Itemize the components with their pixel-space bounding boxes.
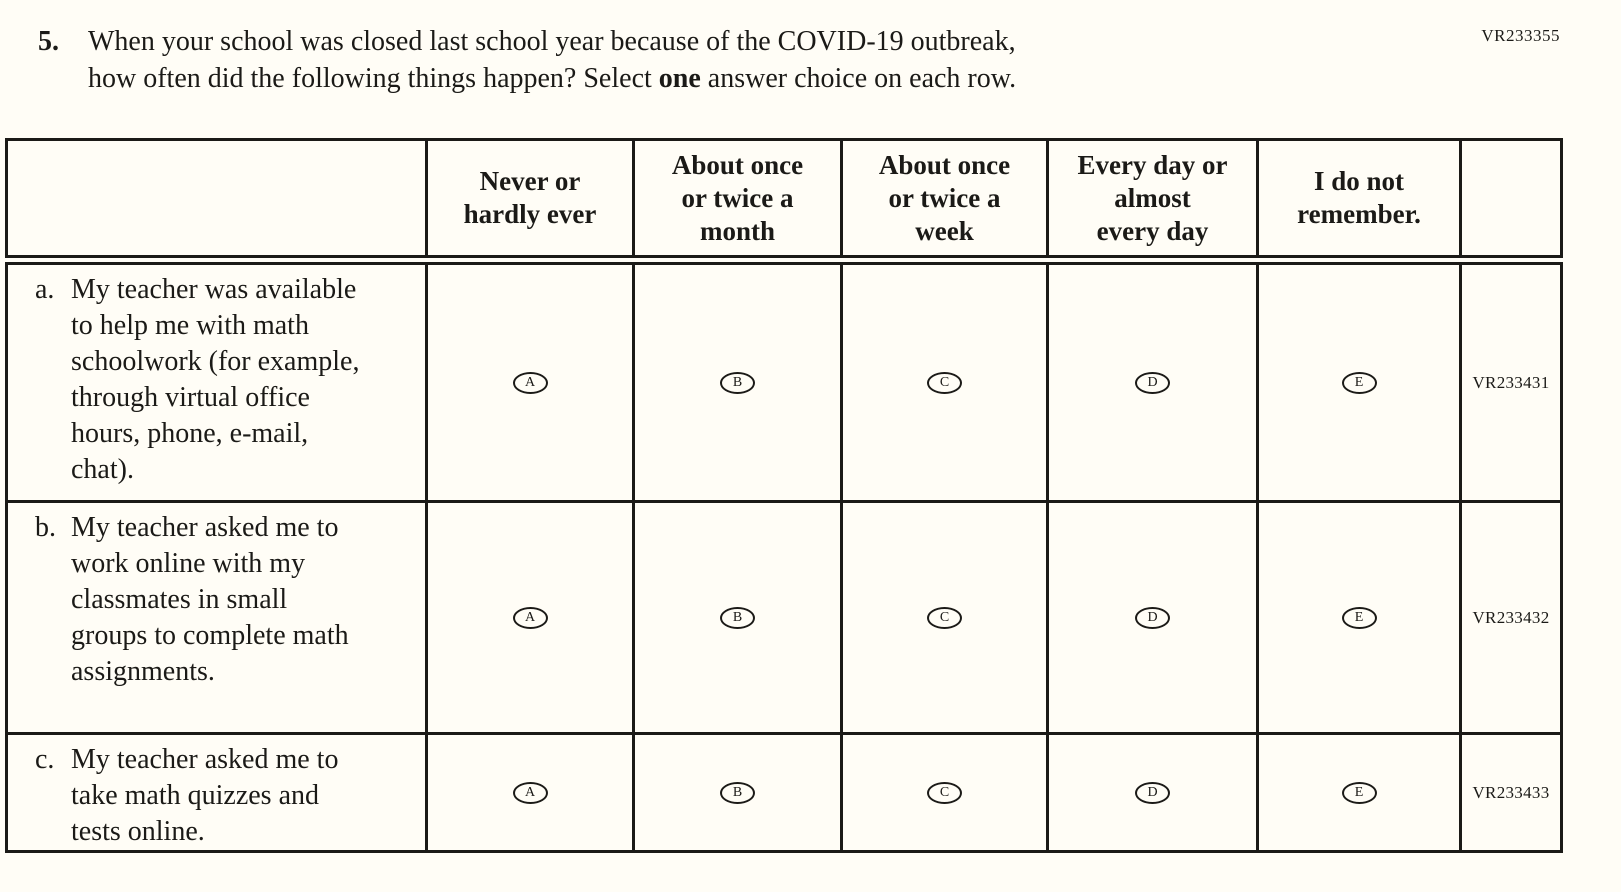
header-row: Never or hardly ever About once or twice… (5, 138, 1563, 265)
answer-bubble-e[interactable]: E (1341, 606, 1377, 629)
row-letter: b. (35, 512, 56, 543)
answer-bubble-a[interactable]: A (512, 781, 548, 804)
row-letter: a. (35, 274, 55, 305)
answer-bubble-b[interactable]: B (720, 371, 755, 394)
answer-cell: E (1256, 500, 1462, 735)
bubble-letter: D (1147, 784, 1158, 800)
page-code: VR233355 (1481, 26, 1560, 45)
answer-cell: C (840, 500, 1049, 735)
answer-cell: C (840, 732, 1049, 853)
answer-bubble-e[interactable]: E (1341, 371, 1377, 394)
row-letter: c. (35, 744, 55, 775)
question-number: 5. (38, 26, 59, 57)
bubble-letter: A (524, 374, 536, 390)
answer-cell: E (1256, 732, 1462, 853)
row-code: VR233433 (1459, 732, 1563, 853)
answer-grid: Never or hardly ever About once or twice… (5, 138, 1563, 853)
answer-bubble-b[interactable]: B (720, 781, 755, 804)
table-row-c: c. My teacher asked me to take math quiz… (5, 732, 1563, 853)
bubble-letter: D (1147, 374, 1158, 390)
header-code-empty (1459, 138, 1563, 265)
answer-cell: D (1046, 258, 1259, 503)
answer-cell: E (1256, 258, 1462, 503)
header-never: Never or hardly ever (425, 138, 635, 265)
table-row-b: b. My teacher asked me to work online wi… (5, 500, 1563, 735)
bubble-letter: C (939, 374, 950, 390)
answer-bubble-a[interactable]: A (512, 371, 548, 394)
row-statement: My teacher asked me to work online with … (71, 512, 349, 687)
question-line-2-pre: how often did the following things happe… (88, 63, 659, 94)
question: 5. When your school was closed last scho… (38, 23, 1621, 97)
bubble-letter: B (732, 374, 743, 390)
answer-cell: A (425, 732, 635, 853)
answer-bubble-d[interactable]: D (1135, 781, 1170, 804)
question-line-2: how often did the following things happe… (88, 60, 1016, 97)
question-line-1: When your school was closed last school … (88, 26, 1016, 57)
row-code: VR233432 (1459, 500, 1563, 735)
header-once-twice-week: About once or twice a week (840, 138, 1049, 265)
answer-cell: C (840, 258, 1049, 503)
header-do-not-remember: I do not remember. (1256, 138, 1462, 265)
answer-cell: B (632, 258, 843, 503)
answer-bubble-e[interactable]: E (1341, 781, 1377, 804)
bubble-letter: A (524, 609, 536, 625)
row-stem: c. My teacher asked me to take math quiz… (5, 732, 428, 853)
table-row-a: a. My teacher was available to help me w… (5, 258, 1563, 503)
row-stem: a. My teacher was available to help me w… (5, 258, 428, 503)
bubble-letter: E (1354, 374, 1364, 390)
answer-cell: A (425, 258, 635, 503)
answer-cell: D (1046, 500, 1259, 735)
question-line-2-post: answer choice on each row. (700, 63, 1017, 94)
row-statement: My teacher was available to help me with… (71, 274, 360, 485)
question-line-2-bold: one (658, 63, 701, 94)
header-every-day: Every day or almost every day (1046, 138, 1259, 265)
header-once-twice-month: About once or twice a month (632, 138, 843, 265)
answer-bubble-c[interactable]: C (927, 781, 962, 804)
bubble-letter: A (524, 784, 536, 800)
answer-bubble-b[interactable]: B (720, 606, 755, 629)
bubble-letter: C (939, 609, 950, 625)
bubble-letter: C (939, 784, 950, 800)
answer-bubble-d[interactable]: D (1135, 371, 1170, 394)
bubble-letter: B (732, 784, 743, 800)
header-stem-empty (5, 138, 428, 265)
answer-cell: A (425, 500, 635, 735)
answer-cell: B (632, 500, 843, 735)
bubble-letter: B (732, 609, 743, 625)
question-text: When your school was closed last school … (88, 23, 1016, 97)
row-statement: My teacher asked me to take math quizzes… (71, 744, 339, 847)
answer-cell: D (1046, 732, 1259, 853)
answer-bubble-a[interactable]: A (512, 606, 548, 629)
answer-bubble-c[interactable]: C (927, 606, 962, 629)
bubble-letter: E (1354, 784, 1364, 800)
bubble-letter: E (1354, 609, 1364, 625)
answer-cell: B (632, 732, 843, 853)
bubble-letter: D (1147, 609, 1158, 625)
answer-bubble-c[interactable]: C (927, 371, 962, 394)
answer-bubble-d[interactable]: D (1135, 606, 1170, 629)
row-code: VR233431 (1459, 258, 1563, 503)
row-stem: b. My teacher asked me to work online wi… (5, 500, 428, 735)
